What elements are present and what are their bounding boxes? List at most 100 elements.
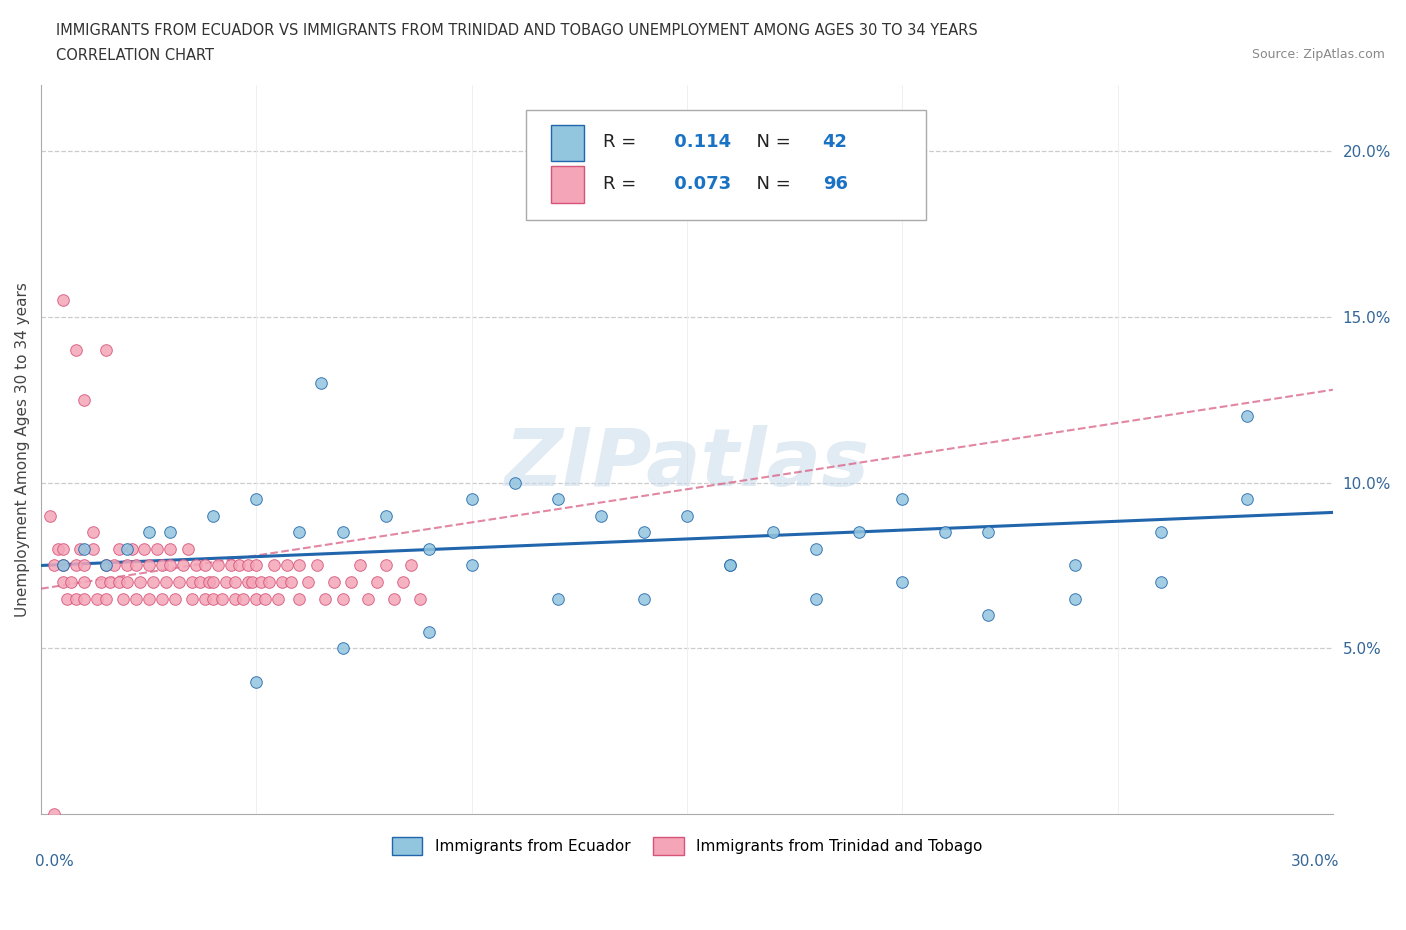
Legend: Immigrants from Ecuador, Immigrants from Trinidad and Tobago: Immigrants from Ecuador, Immigrants from… — [385, 831, 988, 861]
Point — [977, 608, 1000, 623]
Text: IMMIGRANTS FROM ECUADOR VS IMMIGRANTS FROM TRINIDAD AND TOBAGO UNEMPLOYMENT AMON: IMMIGRANTS FROM ECUADOR VS IMMIGRANTS FR… — [56, 23, 979, 38]
Point — [236, 558, 259, 573]
Point — [1063, 591, 1085, 606]
Text: N =: N = — [745, 175, 797, 193]
Point — [391, 575, 413, 590]
Point — [198, 575, 221, 590]
Point — [219, 558, 242, 573]
Point — [232, 591, 254, 606]
Point — [547, 492, 569, 507]
Point — [1063, 558, 1085, 573]
Point — [245, 492, 267, 507]
Point — [332, 525, 354, 539]
Point — [150, 591, 173, 606]
Point — [207, 558, 229, 573]
Point — [211, 591, 233, 606]
Point — [633, 525, 655, 539]
Point — [52, 558, 75, 573]
Point — [125, 558, 148, 573]
Point — [245, 674, 267, 689]
Point — [276, 558, 298, 573]
Point — [263, 558, 285, 573]
Text: 0.0%: 0.0% — [35, 855, 73, 870]
Point — [460, 492, 482, 507]
Text: N =: N = — [745, 133, 797, 152]
Point — [125, 591, 148, 606]
Point — [322, 575, 344, 590]
Point — [633, 591, 655, 606]
Point — [891, 492, 914, 507]
Point — [52, 558, 75, 573]
Point — [224, 591, 246, 606]
Point — [240, 575, 263, 590]
Point — [159, 558, 181, 573]
Point — [374, 558, 396, 573]
Point — [288, 558, 311, 573]
Point — [806, 591, 828, 606]
Point — [288, 525, 311, 539]
FancyBboxPatch shape — [526, 111, 927, 219]
Point — [309, 376, 332, 391]
Text: CORRELATION CHART: CORRELATION CHART — [56, 48, 214, 63]
Point — [52, 541, 75, 556]
Point — [155, 575, 177, 590]
Point — [103, 558, 125, 573]
Point — [94, 591, 117, 606]
Point — [1150, 525, 1173, 539]
Point — [52, 293, 75, 308]
Point — [340, 575, 363, 590]
Point — [202, 509, 225, 524]
Point — [142, 575, 165, 590]
FancyBboxPatch shape — [551, 166, 583, 203]
Point — [163, 591, 186, 606]
Point — [409, 591, 432, 606]
Text: R =: R = — [603, 175, 643, 193]
Point — [121, 541, 143, 556]
Point — [977, 525, 1000, 539]
Text: 42: 42 — [823, 133, 848, 152]
Point — [94, 342, 117, 357]
Point — [349, 558, 371, 573]
FancyBboxPatch shape — [551, 125, 583, 161]
Point — [107, 575, 129, 590]
Point — [245, 591, 267, 606]
Point — [305, 558, 328, 573]
Point — [69, 541, 91, 556]
Point — [194, 591, 217, 606]
Point — [357, 591, 380, 606]
Point — [42, 558, 65, 573]
Point — [460, 558, 482, 573]
Point — [167, 575, 190, 590]
Point — [159, 541, 181, 556]
Point — [56, 591, 79, 606]
Text: ZIPatlas: ZIPatlas — [505, 425, 869, 503]
Point — [762, 525, 785, 539]
Point — [82, 541, 104, 556]
Point — [1150, 575, 1173, 590]
Point — [176, 541, 198, 556]
Point — [94, 558, 117, 573]
Point — [718, 558, 741, 573]
Point — [224, 575, 246, 590]
Point — [138, 591, 160, 606]
Point — [138, 558, 160, 573]
Text: R =: R = — [603, 133, 643, 152]
Point — [848, 525, 870, 539]
Point — [1236, 492, 1258, 507]
Point — [382, 591, 405, 606]
Point — [332, 641, 354, 656]
Point — [184, 558, 207, 573]
Point — [180, 591, 202, 606]
Y-axis label: Unemployment Among Ages 30 to 34 years: Unemployment Among Ages 30 to 34 years — [15, 282, 30, 617]
Point — [297, 575, 319, 590]
Point — [150, 558, 173, 573]
Point — [280, 575, 302, 590]
Point — [1236, 409, 1258, 424]
Point — [115, 541, 138, 556]
Point — [366, 575, 388, 590]
Point — [267, 591, 290, 606]
Point — [202, 591, 225, 606]
Text: 30.0%: 30.0% — [1291, 855, 1340, 870]
Point — [65, 342, 87, 357]
Point — [111, 591, 134, 606]
